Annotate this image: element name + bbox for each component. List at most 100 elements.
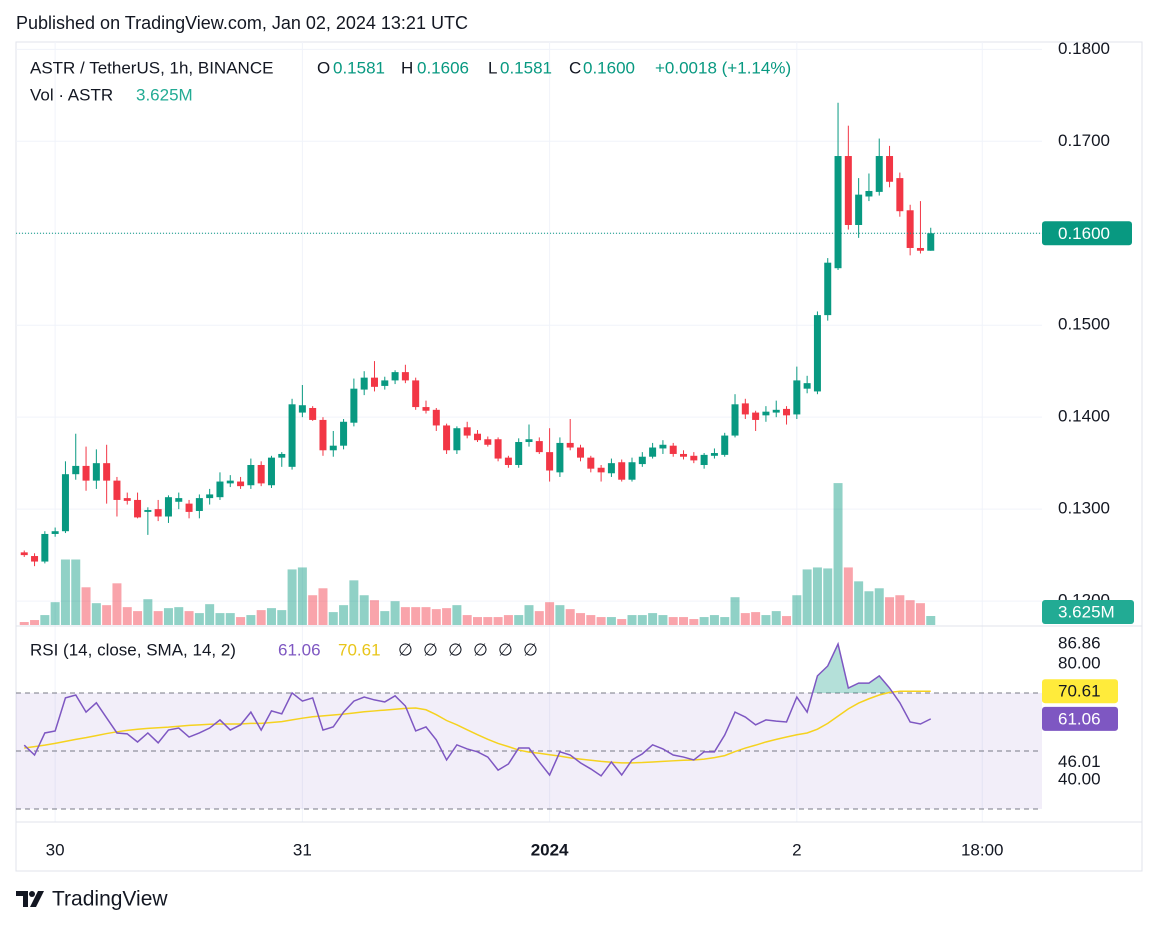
- volume-bar: [50, 602, 60, 625]
- na-value: ∅: [448, 640, 463, 659]
- volume-bar: [812, 567, 822, 625]
- candle-body: [360, 377, 368, 390]
- candle-body: [443, 425, 451, 451]
- volume-bar: [854, 581, 864, 625]
- candle-body: [329, 445, 337, 451]
- value-badge-label: 61.06: [1058, 709, 1101, 728]
- candle-body: [628, 462, 636, 480]
- candle-body: [154, 509, 162, 517]
- volume-bar: [524, 605, 534, 625]
- candle-body: [659, 444, 667, 449]
- na-value: ∅: [398, 640, 413, 659]
- candle-body: [535, 441, 543, 453]
- ohlc-value: 0.1606: [417, 58, 469, 77]
- volume-bar: [277, 610, 287, 625]
- volume-layer: [19, 483, 936, 625]
- x-tick-label: 18:00: [961, 840, 1004, 859]
- volume-bar: [30, 620, 40, 625]
- volume-bar: [730, 597, 740, 625]
- volume-bar: [390, 601, 400, 625]
- candle-body: [401, 372, 409, 381]
- volume-bar: [555, 605, 565, 625]
- volume-bar: [60, 559, 70, 625]
- candle-body: [886, 156, 894, 182]
- volume-bar: [751, 612, 761, 625]
- candle-body: [752, 412, 760, 420]
- volume-bar: [205, 604, 215, 625]
- rsi-layer: [16, 641, 1042, 810]
- volume-bar: [885, 597, 895, 625]
- candle-body: [164, 497, 172, 517]
- candle-body: [834, 156, 842, 269]
- value-badge-label: 0.1600: [1058, 224, 1110, 243]
- candle-body: [813, 315, 821, 392]
- candle-body: [700, 454, 708, 465]
- x-tick-label: 2024: [531, 840, 569, 859]
- volume-bar: [40, 615, 50, 625]
- candle-body: [690, 455, 698, 461]
- volume-bar: [617, 619, 627, 625]
- candle-body: [72, 465, 80, 475]
- volume-bar: [679, 617, 689, 625]
- logo-shape: [30, 891, 44, 907]
- volume-bar: [194, 613, 204, 625]
- volume-bar: [668, 617, 678, 625]
- candle-body: [865, 190, 873, 197]
- candle-body: [515, 442, 523, 465]
- volume-bar: [163, 608, 173, 625]
- volume-bar: [122, 607, 132, 625]
- candle-body: [113, 480, 121, 500]
- candle-body: [844, 156, 852, 225]
- candle-body: [340, 421, 348, 446]
- candle-layer: [16, 102, 1042, 567]
- candle-body: [134, 499, 142, 518]
- volume-bar: [380, 611, 390, 625]
- candle-body: [144, 510, 152, 512]
- candle-body: [649, 447, 657, 457]
- volume-bar: [596, 617, 606, 625]
- volume-bar: [411, 607, 421, 625]
- candle-body: [525, 439, 533, 443]
- candle-body: [391, 372, 399, 381]
- candle-body: [803, 383, 811, 389]
- volume-bar: [308, 595, 318, 625]
- rsi-title: RSI (14, close, SMA, 14, 2): [30, 640, 236, 659]
- candle-body: [463, 427, 471, 436]
- volume-bar: [442, 608, 452, 625]
- volume-bar: [153, 611, 163, 625]
- volume-bar: [421, 607, 431, 625]
- candle-body: [103, 463, 111, 481]
- rsi-line: [24, 690, 931, 764]
- volume-bar: [802, 569, 812, 625]
- volume-bar: [843, 567, 853, 625]
- candle-body: [680, 453, 688, 457]
- brand-logo: [16, 891, 44, 907]
- volume-bar: [782, 616, 792, 625]
- candle-body: [607, 463, 615, 474]
- volume-bar: [112, 583, 122, 625]
- x-tick-label: 2: [792, 840, 801, 859]
- candle-body: [92, 463, 100, 481]
- candle-body: [206, 494, 214, 499]
- y-tick-label: 0.1400: [1058, 407, 1110, 426]
- published-note: Published on TradingView.com, Jan 02, 20…: [16, 13, 468, 33]
- volume-bar: [143, 599, 153, 625]
- volume-value: 3.625M: [136, 85, 193, 104]
- candle-body: [741, 403, 749, 415]
- candle-body: [309, 407, 317, 420]
- volume-bar: [472, 617, 482, 625]
- volume-bar: [452, 605, 462, 625]
- ohlc-value: 0.1600: [583, 58, 635, 77]
- ohlc-key: H: [401, 58, 413, 77]
- candle-body: [484, 439, 492, 445]
- volume-bar: [369, 600, 379, 625]
- candle-body: [216, 481, 224, 498]
- volume-bar: [81, 587, 91, 625]
- candle-body: [855, 194, 863, 225]
- ohlc-key: O: [317, 58, 330, 77]
- volume-bar: [431, 609, 441, 625]
- volume-bar: [895, 595, 905, 625]
- rsi-line: [23, 641, 932, 777]
